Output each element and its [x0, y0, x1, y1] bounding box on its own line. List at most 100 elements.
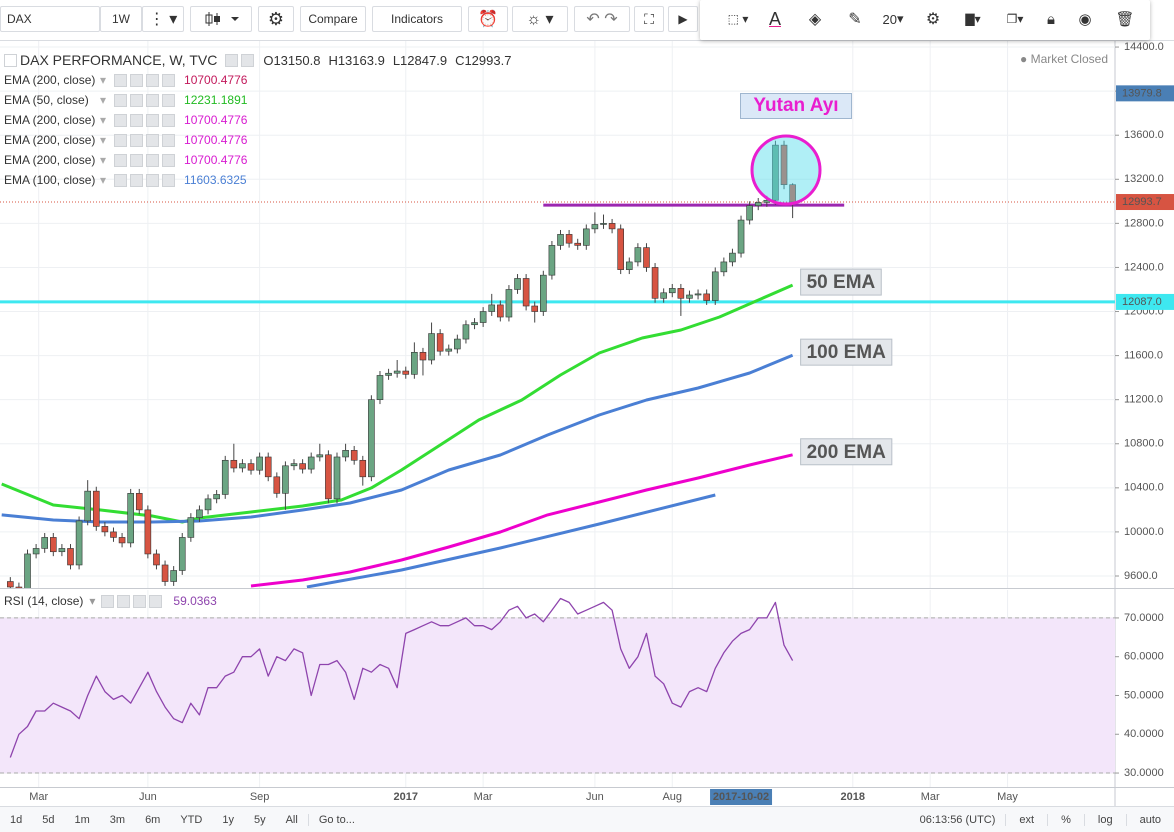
icon[interactable] [162, 133, 176, 147]
indicator-menu[interactable]: ▾ [100, 113, 107, 127]
range-button[interactable]: 5y [253, 813, 266, 826]
menu-button[interactable]: ⋮ ▾ [142, 6, 184, 32]
line-tool[interactable]: ✎ [840, 6, 870, 32]
range-button[interactable]: YTD [180, 813, 203, 826]
icon[interactable] [101, 594, 115, 608]
icon[interactable] [130, 73, 144, 87]
icon[interactable] [162, 173, 176, 187]
series-label: 200 EMA [807, 442, 886, 463]
layer-tool[interactable]: ▇▾ [955, 6, 991, 32]
interval-button[interactable]: 1W [100, 6, 142, 32]
settings-tool[interactable]: ⚙ [918, 6, 948, 32]
candle-body [350, 450, 358, 461]
undo-redo[interactable]: ↶ ↷ [574, 6, 630, 32]
icon[interactable] [114, 73, 128, 87]
chart-style-button[interactable] [190, 6, 252, 32]
icon[interactable] [162, 73, 176, 87]
alert-button[interactable]: ⏰ [468, 6, 508, 32]
cursor-label-box [710, 789, 773, 805]
collapse-icon[interactable] [4, 53, 17, 67]
range-button[interactable]: 3m [109, 813, 126, 826]
icon[interactable] [162, 93, 176, 107]
icon[interactable] [114, 173, 128, 187]
icon[interactable] [225, 53, 239, 67]
ema-line [250, 453, 793, 588]
x-tick-label: 2018 [841, 791, 865, 803]
lock-tool[interactable]: 🔒︎ [1036, 6, 1066, 32]
indicator-menu[interactable]: ▾ [100, 73, 107, 87]
candle-body [144, 509, 152, 555]
option-button[interactable]: ext [1005, 813, 1047, 826]
symbol-input[interactable]: DAX [0, 6, 100, 32]
icon[interactable] [241, 53, 255, 67]
range-button[interactable]: All [285, 813, 298, 826]
icon[interactable] [130, 133, 144, 147]
indicator-row: EMA (200, close) ▾ 10700.4776 [4, 130, 519, 150]
candle-body [411, 351, 418, 375]
range-button[interactable]: 5d [42, 813, 55, 826]
candle-body [505, 289, 513, 318]
x-tick-label: May [997, 791, 1018, 803]
text-color-tool[interactable]: A [760, 6, 790, 32]
compare-button[interactable]: Compare [300, 6, 366, 32]
y-tick-label: 14400.0 [1124, 41, 1164, 53]
icon[interactable] [146, 113, 160, 127]
icon[interactable] [133, 594, 147, 608]
icon[interactable] [130, 153, 144, 167]
icon[interactable] [146, 153, 160, 167]
indicators-button[interactable]: Indicators [372, 6, 462, 32]
option-button[interactable]: % [1047, 813, 1084, 826]
range-button[interactable]: 1d [10, 813, 23, 826]
fill-tool[interactable]: ◈ [800, 6, 830, 32]
x-tick-label: Jun [139, 791, 157, 803]
candle-body [436, 333, 444, 352]
x-tick-label: Sep [250, 791, 270, 803]
template-button[interactable]: ☼ ▾ [512, 6, 568, 32]
candle-body [522, 278, 530, 307]
icon[interactable] [117, 594, 131, 608]
candle-body [454, 338, 461, 350]
icon[interactable] [130, 93, 144, 107]
candle-body [127, 493, 134, 544]
icon[interactable] [162, 153, 176, 167]
range-button[interactable]: 6m [145, 813, 161, 826]
icon[interactable] [162, 113, 176, 127]
range-button[interactable]: 1y [222, 813, 234, 826]
indicator-menu[interactable]: ▾ [100, 153, 107, 167]
series-label-box [800, 438, 893, 466]
delete-tool[interactable]: 🗑︎ [1110, 6, 1140, 32]
ohlc-label: O13150.8 [263, 52, 321, 68]
icon[interactable] [114, 133, 128, 147]
icon[interactable] [146, 73, 160, 87]
indicator-name: EMA (200, close) [4, 73, 96, 87]
icon[interactable] [130, 113, 144, 127]
icon[interactable] [130, 173, 144, 187]
clone-tool[interactable]: ❐▾ [997, 6, 1033, 32]
icon[interactable] [114, 93, 128, 107]
option-button[interactable]: log [1083, 813, 1126, 826]
y-tick-label: 10800.0 [1124, 438, 1164, 450]
indicator-menu[interactable]: ▾ [100, 93, 107, 107]
goto-button[interactable]: Go to... [307, 813, 365, 826]
hide-tool[interactable]: ◉ [1070, 6, 1100, 32]
icon[interactable] [149, 594, 163, 608]
indicator-menu[interactable]: ▾ [100, 173, 107, 187]
replay-button[interactable]: ▶ [668, 6, 698, 32]
select-tool[interactable]: ⬚ ▾ [720, 6, 756, 32]
icon[interactable] [146, 173, 160, 187]
font-size[interactable]: 20 ▾ [875, 6, 911, 32]
candle-body [58, 548, 66, 553]
candle-body [247, 463, 255, 471]
icon[interactable] [114, 153, 128, 167]
icon[interactable] [146, 133, 160, 147]
settings-button[interactable]: ⚙ [258, 6, 294, 32]
candle-body [282, 465, 289, 494]
fullscreen-button[interactable]: ⛶ [634, 6, 664, 32]
indicator-menu[interactable]: ▾ [100, 133, 107, 147]
option-button[interactable]: auto [1125, 813, 1174, 826]
range-button[interactable]: 1m [74, 813, 90, 826]
icon[interactable] [114, 113, 128, 127]
icon[interactable] [146, 93, 160, 107]
title-row: DAX PERFORMANCE, W, TVC O13150.8 H13163.9… [4, 50, 519, 70]
